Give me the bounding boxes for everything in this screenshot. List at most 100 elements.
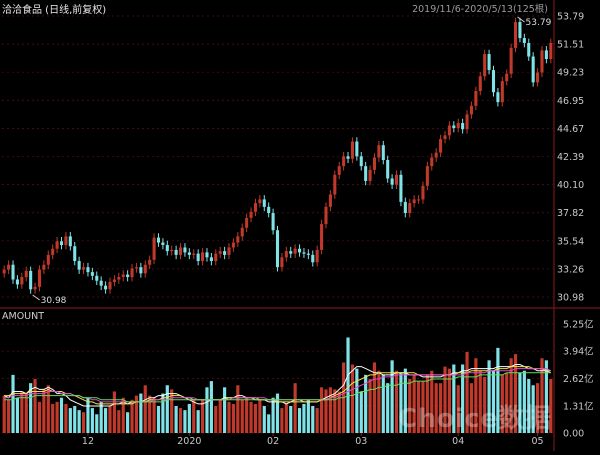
volume-bar (355, 368, 359, 433)
volume-bar (99, 401, 103, 433)
candle-body (355, 141, 359, 157)
candle-body (15, 279, 19, 285)
volume-bar (496, 347, 500, 433)
price-tick-label: 42.39 (557, 152, 584, 163)
candle-body (359, 156, 363, 167)
candle-body (377, 145, 381, 158)
volume-bar (258, 399, 262, 433)
volume-bar (549, 379, 553, 433)
volume-bar (456, 385, 460, 433)
candle-body (253, 203, 258, 212)
volume-bar (461, 364, 465, 433)
volume-bar (267, 414, 271, 433)
candle-body (447, 125, 451, 136)
volume-bar (64, 403, 68, 433)
volume-bar (200, 399, 205, 433)
candle-body (95, 275, 99, 281)
candle-body (469, 105, 473, 115)
volume-bar (231, 403, 236, 433)
volume-bar (522, 370, 526, 433)
candle-body (99, 280, 103, 286)
candle-body (42, 264, 46, 270)
price-tick-label: 30.98 (557, 293, 584, 304)
volume-bar (143, 385, 147, 433)
volume-ma-line (4, 366, 551, 405)
volume-bar (86, 397, 90, 433)
low-marker-line (32, 294, 40, 301)
volume-bar (302, 403, 306, 433)
candle-body (196, 253, 200, 262)
candle-body (148, 259, 152, 265)
volume-bar (315, 408, 319, 433)
candle-body (82, 267, 86, 270)
high-price-label: 53.79 (526, 18, 552, 28)
watermark-logo: Choice数据 (398, 404, 552, 434)
volume-bar (306, 399, 310, 433)
candle-body (549, 42, 553, 59)
candle-body (77, 261, 81, 270)
candle-body (262, 199, 266, 207)
candle-body (408, 203, 412, 213)
candle-body (293, 248, 297, 254)
candle-body (297, 248, 302, 253)
candle-body (24, 270, 28, 278)
volume-bar (209, 381, 213, 433)
volume-ma-line (4, 372, 551, 403)
candle-body (275, 230, 280, 268)
candle-body (505, 73, 509, 82)
candle-body (117, 277, 121, 280)
candle-body (465, 114, 469, 130)
volume-bar (68, 408, 72, 433)
volume-bar (505, 372, 509, 433)
candle-body (403, 201, 407, 213)
volume-bar (161, 393, 165, 433)
volume-bar (333, 389, 337, 433)
volume-bar (324, 389, 328, 433)
volume-tick-label: 0.00 (563, 429, 584, 440)
candle-body (112, 279, 116, 282)
volume-bar (491, 370, 496, 433)
candle-body (368, 169, 372, 181)
candle-body (165, 245, 169, 252)
volume-bar (77, 410, 81, 433)
candle-body (474, 91, 478, 106)
volume-bar (408, 379, 412, 433)
volume-bar (275, 393, 280, 433)
candle-body (527, 42, 531, 57)
volume-bar (540, 358, 544, 433)
candle-body (73, 246, 77, 262)
volume-bar (535, 383, 540, 433)
volume-bar (513, 354, 518, 433)
candle-body (68, 236, 72, 247)
candle-body (342, 156, 346, 167)
volume-bar (368, 379, 372, 433)
volume-bar (443, 366, 447, 433)
volume-bar (55, 401, 59, 433)
volume-bar (478, 370, 482, 433)
candle-body (245, 217, 249, 228)
candle-body (223, 251, 227, 255)
candle-body (381, 145, 385, 161)
candle-body (289, 251, 293, 254)
candle-body (421, 185, 425, 200)
volume-bar (46, 385, 50, 433)
volume-bar (474, 358, 478, 433)
candle-body (156, 237, 161, 243)
candle-body (412, 199, 416, 204)
price-tick-label: 44.67 (557, 124, 584, 135)
candle-body (20, 277, 24, 285)
candle-body (214, 253, 218, 262)
volume-bar (416, 381, 421, 433)
candle-body (324, 206, 328, 225)
volume-bar (350, 364, 355, 433)
volume-bar (112, 391, 116, 433)
candle-body (311, 254, 315, 263)
volume-bar (399, 372, 403, 433)
candle-body (328, 194, 332, 207)
candle-body (183, 247, 187, 253)
candle-body (491, 70, 496, 93)
volume-bar (403, 368, 407, 433)
volume-bar (218, 399, 222, 433)
candle-body (130, 268, 134, 278)
